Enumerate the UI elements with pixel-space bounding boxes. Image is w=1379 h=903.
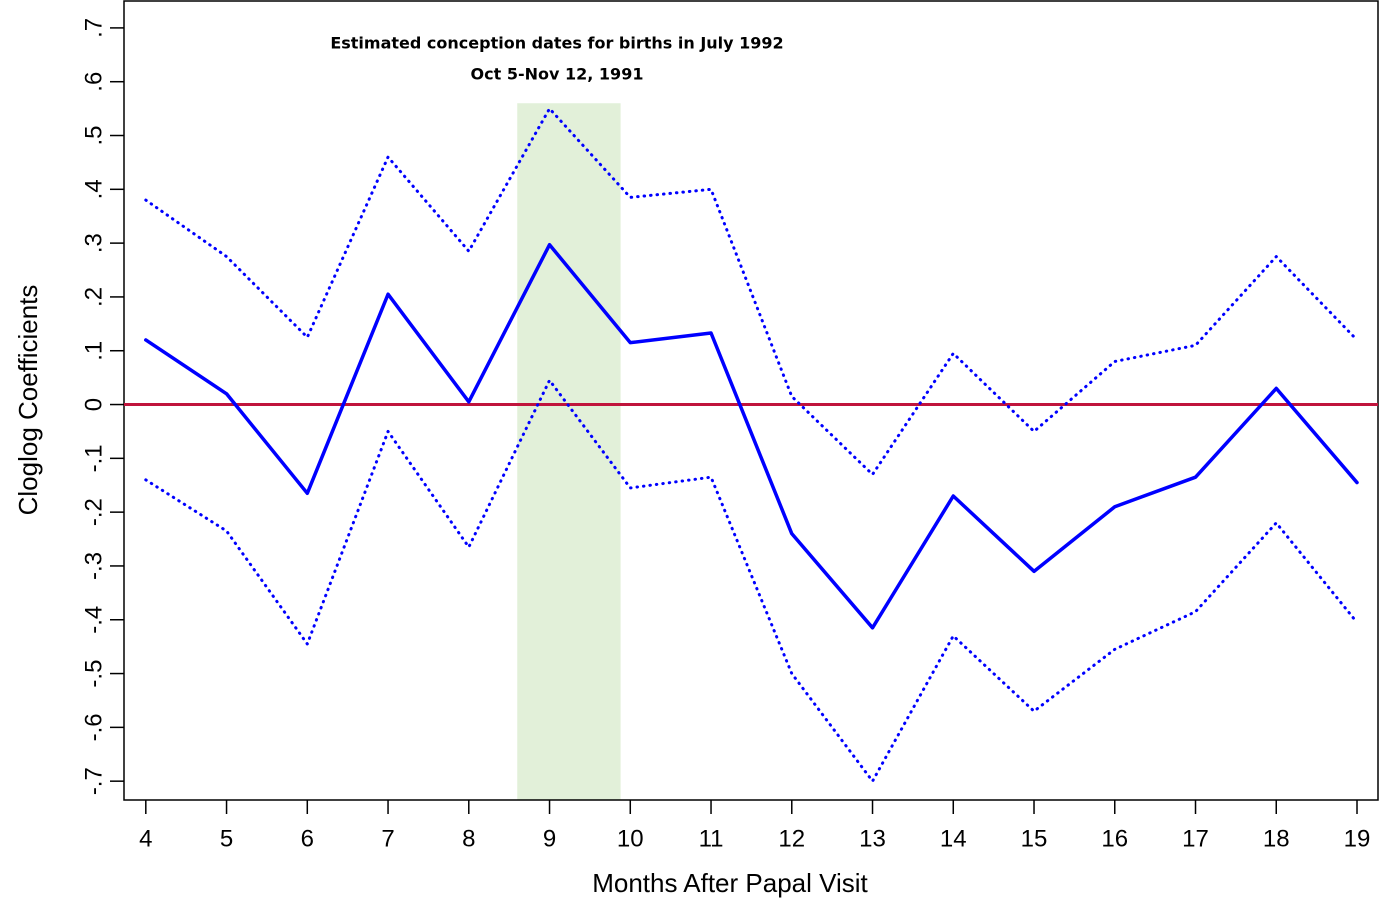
x-tick-label: 7 [381, 825, 394, 852]
y-tick-label: .1 [80, 341, 107, 361]
confidence-line [144, 107, 1359, 476]
x-tick-label: 16 [1101, 825, 1128, 852]
x-tick-label: 6 [301, 825, 314, 852]
annotation: Oct 5-Nov 12, 1991 [471, 65, 644, 84]
y-tick-label: .7 [80, 18, 107, 38]
y-tick-label: .3 [80, 233, 107, 253]
y-tick-label: -.3 [80, 552, 107, 580]
x-tick-label: 5 [220, 825, 233, 852]
y-tick-label: -.2 [80, 498, 107, 526]
x-axis-label: Months After Papal Visit [592, 868, 868, 898]
y-tick-label: -.1 [80, 444, 107, 472]
x-tick-label: 18 [1263, 825, 1290, 852]
x-tick-label: 15 [1021, 825, 1048, 852]
y-tick-label: .4 [80, 179, 107, 199]
x-tick-label: 9 [543, 825, 556, 852]
x-tick-label: 17 [1182, 825, 1209, 852]
x-tick-label: 4 [139, 825, 152, 852]
x-tick-label: 10 [617, 825, 644, 852]
y-tick-label: .6 [80, 72, 107, 92]
series-line [144, 242, 1359, 630]
x-tick-label: 13 [859, 825, 886, 852]
plot-frame [123, 0, 1379, 801]
y-tick-label: 0 [80, 398, 107, 411]
confidence-line [144, 378, 1359, 783]
x-tick-label: 12 [778, 825, 805, 852]
y-tick-label: .2 [80, 287, 107, 307]
y-axis-label: Cloglog Coefficients [13, 285, 43, 516]
annotation: Estimated conception dates for births in… [330, 34, 783, 53]
y-tick-label: .5 [80, 126, 107, 146]
y-tick-label: -.4 [80, 606, 107, 634]
x-tick-label: 19 [1344, 825, 1371, 852]
y-tick-label: -.7 [80, 767, 107, 795]
y-tick-label: -.6 [80, 713, 107, 741]
x-tick-label: 14 [940, 825, 967, 852]
x-tick-label: 11 [699, 825, 724, 852]
x-tick-label: 8 [462, 825, 475, 852]
highlight-band [517, 103, 621, 801]
y-tick-label: -.5 [80, 660, 107, 688]
